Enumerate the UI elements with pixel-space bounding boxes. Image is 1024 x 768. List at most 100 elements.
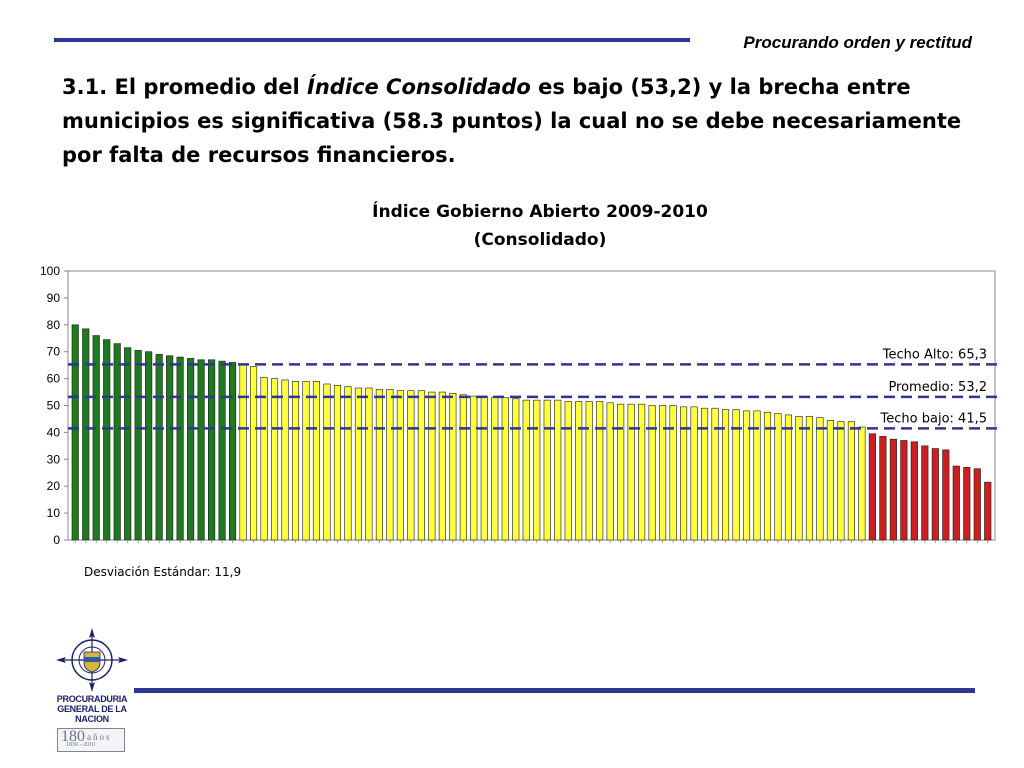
- bar: [491, 397, 499, 541]
- bar: [155, 354, 163, 541]
- procuraduria-logo-emblem: [56, 628, 128, 692]
- bar: [879, 436, 887, 541]
- bar: [952, 465, 960, 541]
- heading-suffix: es bajo (53,2) y la brecha entre municip…: [62, 75, 962, 167]
- bar: [291, 380, 300, 541]
- y-tick-label: 90: [47, 291, 61, 305]
- bar: [596, 401, 604, 541]
- bar: [680, 406, 688, 541]
- bar: [512, 398, 520, 541]
- badge-anos: años: [87, 732, 112, 742]
- bar: [554, 399, 562, 541]
- bar: [816, 417, 824, 541]
- bar: [742, 410, 751, 541]
- bar: [648, 405, 656, 541]
- bar: [690, 406, 698, 541]
- bar: [763, 411, 772, 541]
- bar: [564, 401, 572, 541]
- bar: [365, 387, 373, 541]
- heading-prefix: 3.1. El promedio del: [62, 75, 308, 99]
- header-rule: [54, 38, 690, 42]
- reference-line-label: Techo bajo: 41,5: [880, 411, 987, 426]
- bar: [323, 383, 331, 541]
- anniversary-badge: 180 años 1830 - 2010: [57, 728, 125, 752]
- chart-subtitle: (Consolidado): [473, 230, 607, 250]
- bar: [449, 393, 457, 541]
- bar: [134, 350, 142, 541]
- logo-line-2: GENERAL DE LA NACION: [57, 704, 127, 724]
- bar: [501, 397, 509, 541]
- bar: [145, 351, 153, 541]
- bar: [176, 356, 184, 541]
- bar: [260, 376, 268, 541]
- bar: [428, 391, 436, 541]
- bar: [889, 438, 897, 541]
- bar: [92, 335, 100, 541]
- y-tick-label: 60: [47, 372, 61, 386]
- bar: [847, 421, 855, 541]
- y-tick-label: 40: [47, 425, 61, 439]
- bar: [627, 403, 635, 541]
- bar: [774, 413, 782, 541]
- bar: [931, 448, 939, 541]
- bar: [229, 362, 237, 541]
- bar: [270, 378, 279, 541]
- bar: [103, 339, 111, 541]
- bar: [784, 414, 793, 541]
- bar: [312, 380, 321, 541]
- bar: [910, 441, 918, 541]
- bar: [606, 402, 614, 541]
- bar: [575, 401, 583, 541]
- bar: [617, 403, 625, 541]
- bar: [459, 394, 467, 541]
- bar: [543, 399, 551, 541]
- bar: [480, 395, 488, 541]
- footer-rule: [134, 688, 975, 693]
- bar: [795, 415, 803, 541]
- bar: [197, 359, 205, 541]
- bar: [837, 421, 845, 541]
- logo-wordmark: PROCURADURIA GENERAL DE LA NACION: [54, 694, 130, 724]
- reference-line-label: Techo Alto: 65,3: [882, 347, 987, 362]
- y-tick-label: 80: [47, 318, 61, 332]
- y-tick-label: 20: [47, 479, 61, 493]
- bar: [281, 379, 289, 541]
- bar: [71, 324, 79, 541]
- bar: [354, 387, 362, 541]
- bar: [438, 391, 446, 541]
- badge-range: 1830 - 2010: [66, 742, 95, 748]
- bar: [921, 445, 929, 541]
- y-tick-label: 30: [47, 452, 61, 466]
- bar: [963, 467, 971, 541]
- bar: [522, 399, 530, 541]
- bar: [470, 395, 478, 541]
- bar: [868, 433, 876, 541]
- bar: [942, 449, 950, 541]
- bar: [407, 390, 415, 541]
- y-tick-label: 50: [47, 399, 61, 413]
- bar: [659, 405, 667, 541]
- y-tick-label: 100: [40, 264, 60, 278]
- bar: [669, 405, 677, 541]
- bar: [239, 364, 247, 541]
- plot-area: [67, 270, 996, 541]
- bar: [858, 426, 866, 541]
- chart-title: Índice Gobierno Abierto 2009-2010: [372, 202, 708, 222]
- slide-heading: 3.1. El promedio del Índice Consolidado …: [62, 70, 962, 172]
- logo-line-1: PROCURADURIA: [56, 694, 128, 704]
- y-tick-label: 10: [47, 506, 61, 520]
- bar: [585, 401, 593, 541]
- bar: [187, 358, 195, 541]
- bar: [113, 343, 121, 541]
- bar: [375, 389, 383, 541]
- tagline: Procurando orden y rectitud: [743, 33, 972, 52]
- bar: [208, 359, 216, 541]
- std-dev-note: Desviación Estándar: 11,9: [84, 565, 242, 579]
- y-tick-label: 70: [47, 345, 61, 359]
- bar: [124, 347, 132, 541]
- bar: [344, 386, 352, 541]
- bar: [900, 440, 908, 541]
- bar: [826, 419, 834, 541]
- chart-title-block: Índice Gobierno Abierto 2009-2010 (Conso…: [300, 198, 780, 254]
